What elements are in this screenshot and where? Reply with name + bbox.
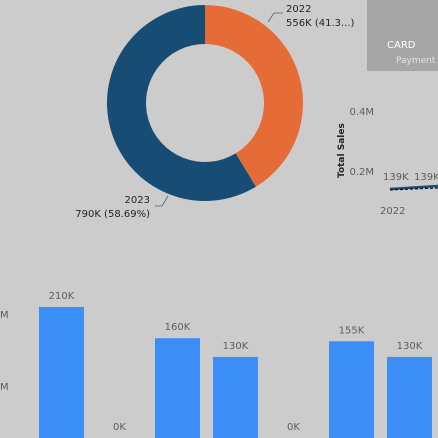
bar-data-label: 130K	[223, 341, 249, 352]
bar[interactable]	[155, 338, 200, 438]
bar-chart[interactable]: M M 210K 0K 160K 130K 0K 155K 130K	[0, 291, 432, 438]
slice-label-2023: 2023	[125, 195, 150, 206]
line-x-tick-2022: 2022	[380, 206, 405, 217]
bar[interactable]	[329, 341, 374, 438]
slice-value-2022: 556K (41.3...)	[286, 18, 355, 29]
bar-data-label: 210K	[49, 291, 75, 302]
donut-slice-2023[interactable]	[106, 5, 256, 201]
bar[interactable]	[213, 356, 258, 438]
bar-data-label: 155K	[339, 325, 365, 336]
slice-value-2023: 790K (58.69%)	[75, 209, 150, 220]
line-y-tick-0.4m: 0.4M	[349, 107, 374, 118]
card-subtitle: Payment M	[396, 56, 438, 66]
line-series	[389, 184, 438, 191]
bar-data-label: 130K	[397, 341, 423, 352]
bar[interactable]	[387, 356, 432, 438]
slice-leader-2023	[155, 195, 169, 207]
payment-method-card[interactable]: CARD Payment M	[367, 0, 438, 71]
slice-label-2022: 2022	[286, 4, 311, 15]
card-title: CARD	[387, 40, 416, 51]
bar-data-label: 0K	[287, 422, 300, 433]
bar-data-label: 160K	[165, 322, 191, 333]
donut-labels: 2022 556K (41.3...) 2023 790K (58.69%)	[75, 4, 354, 220]
line-chart[interactable]: Total Sales 0.4M 0.2M 2022 139K 139K	[337, 107, 438, 217]
donut-chart[interactable]	[106, 5, 303, 201]
line-data-label: 139K	[383, 172, 409, 183]
bar-y-tick: M	[0, 310, 9, 321]
line-y-tick-0.2m: 0.2M	[349, 167, 374, 178]
bar-data-label: 0K	[113, 422, 126, 433]
bar-y-tick: M	[0, 382, 9, 393]
donut-slice-2022[interactable]	[205, 5, 303, 187]
bar[interactable]	[39, 307, 84, 438]
slice-leader-2022	[267, 12, 283, 23]
line-data-label: 139K	[414, 172, 438, 183]
line-trend	[389, 187, 438, 191]
line-y-axis-title: Total Sales	[337, 123, 347, 178]
